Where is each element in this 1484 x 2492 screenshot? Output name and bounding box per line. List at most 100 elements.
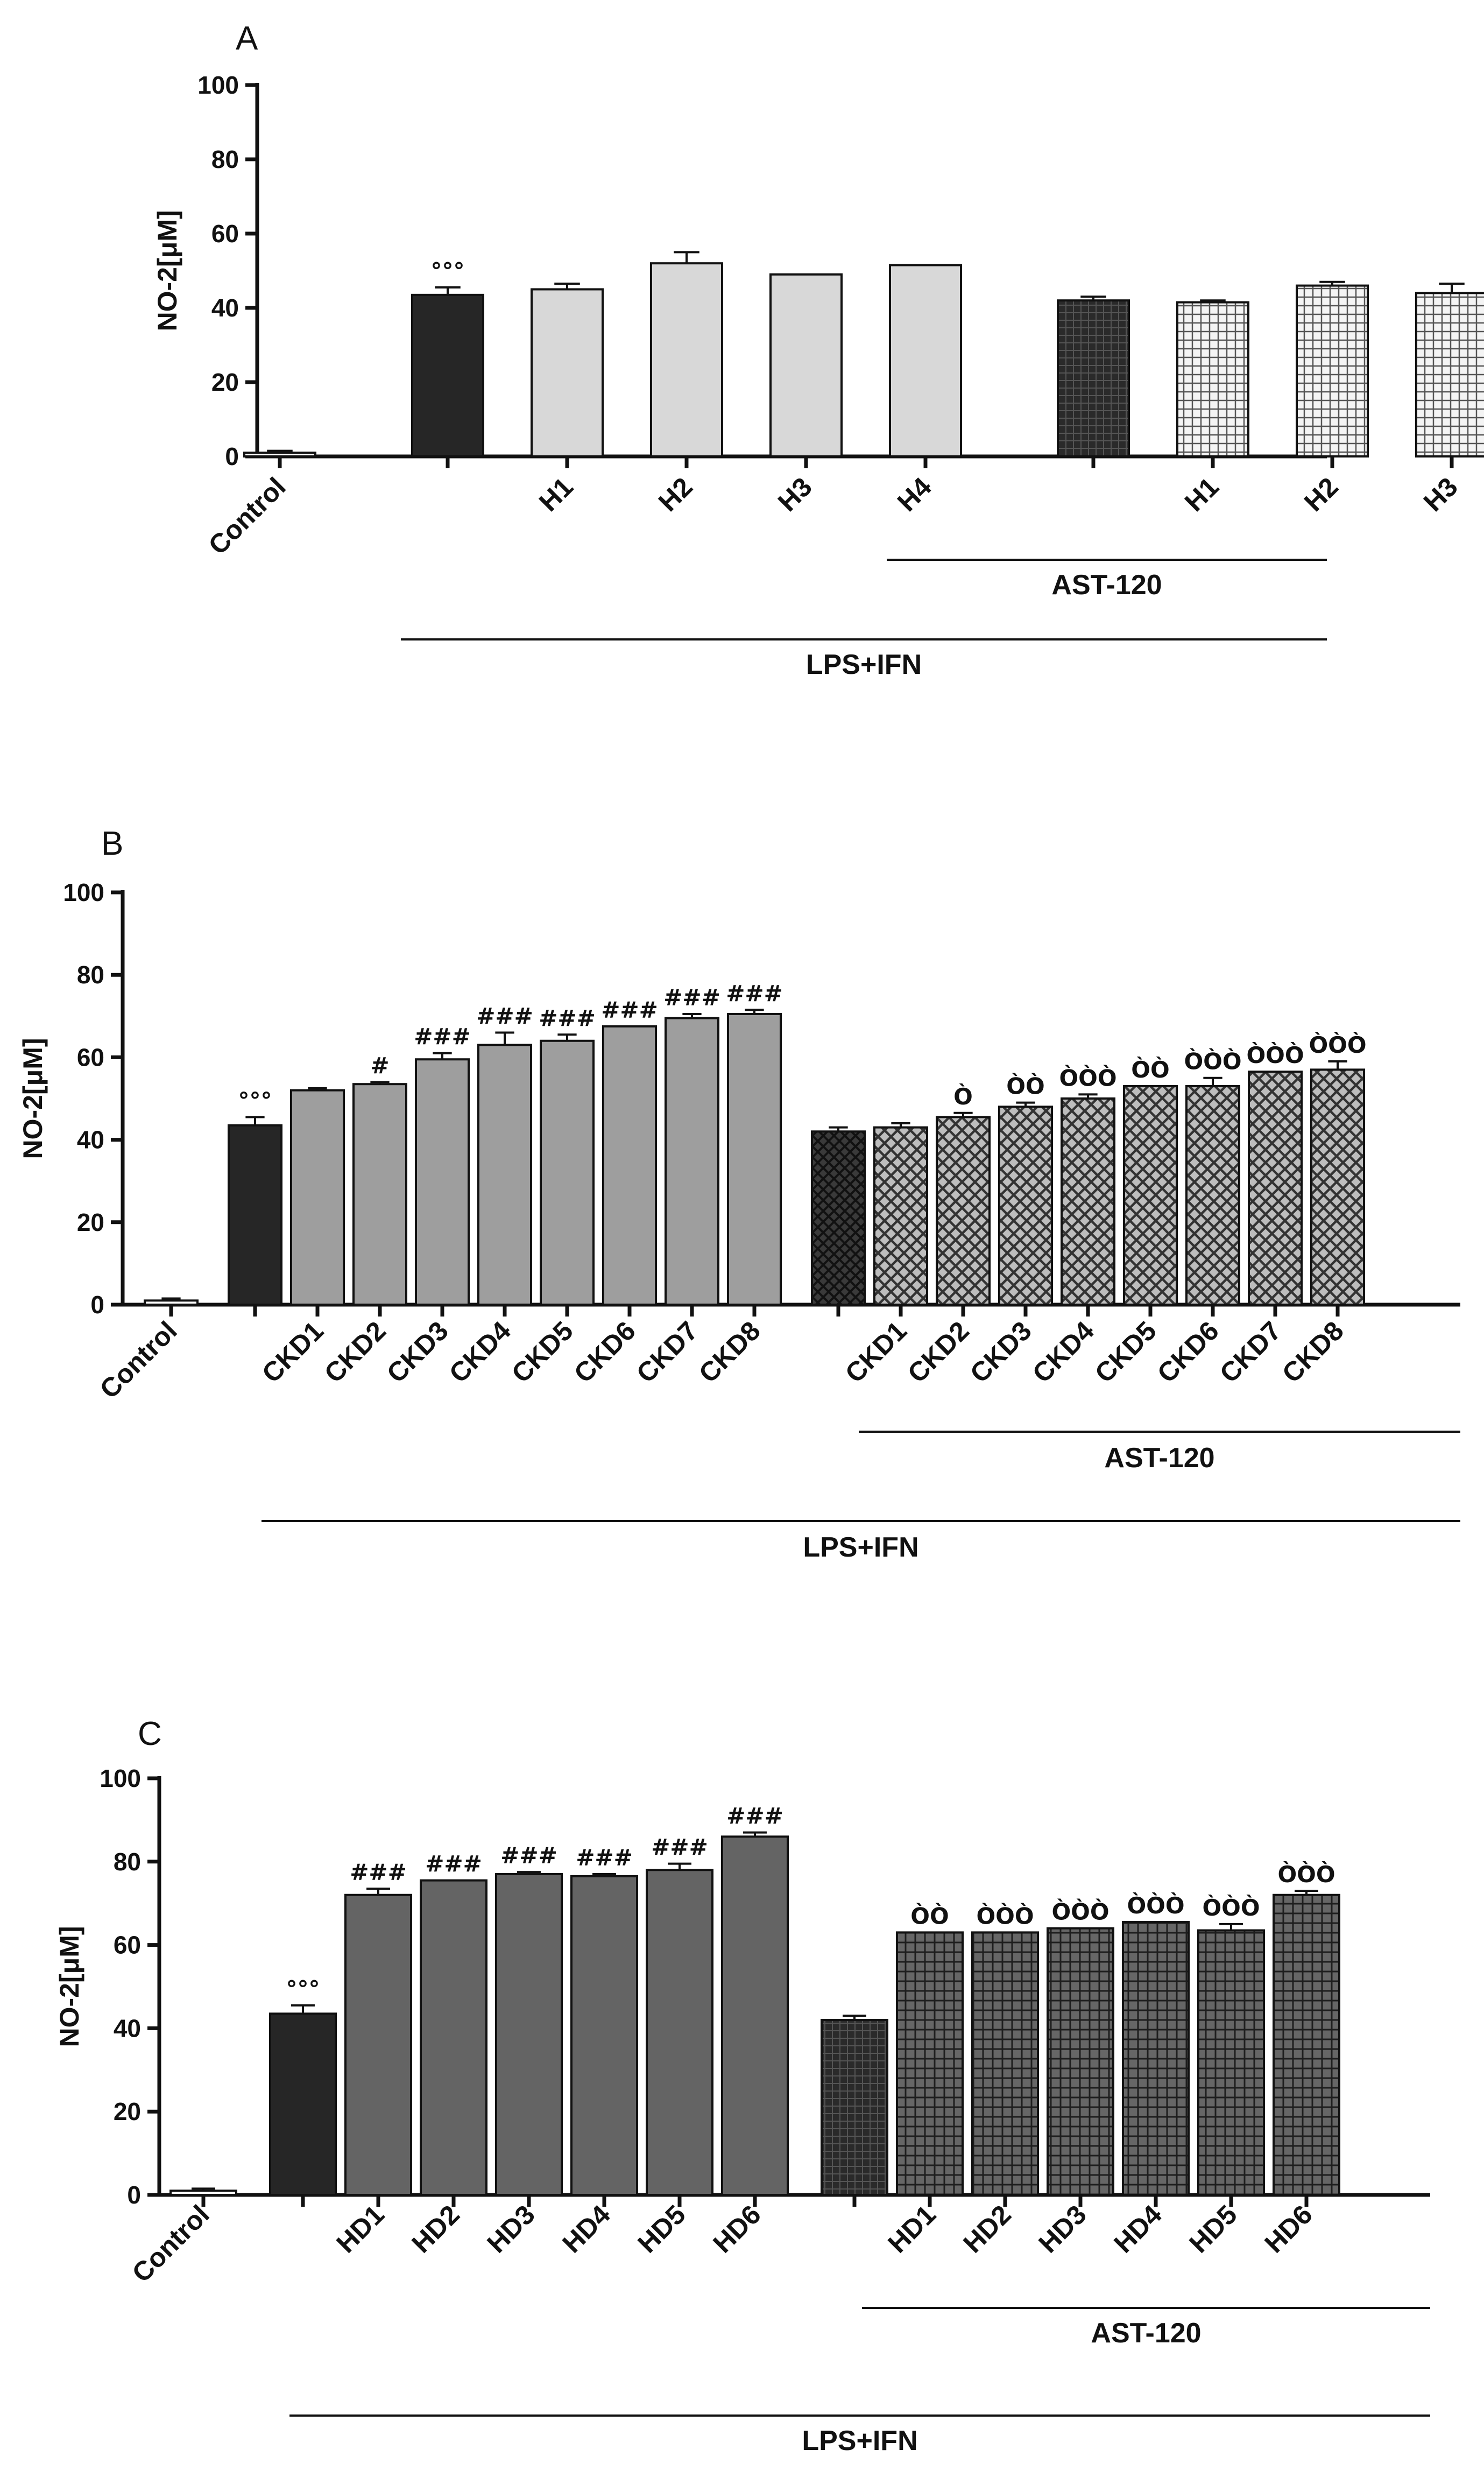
group-label: AST-120 <box>1104 1442 1214 1474</box>
significance-label: # <box>370 1052 389 1079</box>
significance-label: ÒÒÒ <box>1051 1898 1109 1925</box>
error-bar <box>554 283 580 290</box>
error-bar <box>370 1081 390 1085</box>
error-bar <box>1219 1923 1243 1931</box>
error-bar <box>743 1831 767 1837</box>
y-tick-label: 100 <box>100 1764 141 1792</box>
x-tick-label: CKD5 <box>506 1315 579 1389</box>
bar <box>1123 1085 1178 1306</box>
x-tick-label: CKD1 <box>256 1315 329 1389</box>
bar <box>1061 1097 1115 1306</box>
bar <box>1122 1921 1190 2197</box>
error-bar <box>1328 1060 1347 1070</box>
x-tick-label: CKD3 <box>381 1315 454 1389</box>
x-tick-label: HD6 <box>1259 2199 1318 2258</box>
x-tick-label: HD4 <box>1108 2199 1167 2258</box>
error-bar <box>517 1871 541 1875</box>
significance-label: ÒÒÒ <box>1127 1892 1184 1919</box>
error-bar <box>495 1031 514 1045</box>
y-tick-label: 100 <box>63 878 104 906</box>
error-bar <box>308 1087 327 1090</box>
bar <box>352 1083 407 1306</box>
error-bar <box>829 1126 848 1132</box>
x-tick-label: H3 <box>772 471 818 517</box>
significance-label: ### <box>539 1005 596 1031</box>
significance-label: Ò <box>953 1083 973 1110</box>
x-tick-label: H1 <box>533 471 579 517</box>
bar <box>144 1299 199 1306</box>
y-tick-label: 0 <box>127 2181 141 2209</box>
x-tick-label: CKD7 <box>631 1315 704 1389</box>
bar <box>1248 1071 1303 1306</box>
significance-label: ÒÒÒ <box>1309 1031 1366 1058</box>
bar <box>411 293 484 457</box>
bar <box>531 288 604 457</box>
x-tick-label: CKD3 <box>964 1315 1037 1389</box>
bar <box>936 1116 991 1306</box>
x-tick-label: CKD7 <box>1214 1315 1287 1389</box>
y-tick-label: 20 <box>211 368 239 396</box>
error-bar <box>291 2004 315 2014</box>
y-axis-label: NO-2[μM] <box>54 1926 84 2047</box>
group-label: AST-120 <box>1091 2318 1201 2349</box>
significance-label: ### <box>663 984 720 1011</box>
error-bar <box>1080 295 1106 301</box>
error-bar <box>592 1873 616 1876</box>
bar <box>811 1130 866 1306</box>
bar <box>721 1835 789 2197</box>
y-tick-label: 20 <box>77 1208 104 1236</box>
significance-label: ÒÒÒ <box>1202 1894 1260 1921</box>
bar <box>344 1893 412 2196</box>
y-tick-label: 40 <box>211 294 239 322</box>
bar <box>1415 292 1484 458</box>
y-tick-label: 0 <box>225 442 239 470</box>
bar <box>540 1039 595 1306</box>
bar <box>665 1017 719 1306</box>
bar <box>821 2018 888 2196</box>
bar <box>269 2012 337 2197</box>
bar <box>290 1089 345 1306</box>
bar <box>1057 299 1130 457</box>
error-bar <box>366 1888 390 1895</box>
bar <box>1310 1068 1365 1306</box>
error-bar <box>674 251 699 264</box>
bar <box>650 262 723 457</box>
significance-label: ### <box>726 1803 783 1829</box>
significance-label: ### <box>476 1003 533 1029</box>
error-bar <box>267 449 293 453</box>
x-tick-label: H1 <box>1179 471 1225 517</box>
bar <box>1176 301 1249 458</box>
error-bar <box>668 1862 691 1870</box>
error-bar <box>891 1122 910 1128</box>
bar <box>769 273 843 457</box>
error-bar <box>1016 1101 1035 1107</box>
error-bar <box>1295 1889 1318 1895</box>
x-tick-label: Control <box>126 2199 215 2288</box>
bar <box>602 1025 657 1306</box>
y-tick-label: 40 <box>77 1126 104 1154</box>
x-tick-label: H3 <box>1418 471 1464 517</box>
error-bar <box>843 2015 866 2020</box>
error-bar <box>682 1012 702 1018</box>
significance-label: ### <box>651 1834 708 1861</box>
significance-label: ### <box>425 1851 482 1877</box>
panel-letter: A <box>236 20 258 57</box>
significance-label: ### <box>414 1024 471 1050</box>
x-tick-label: CKD2 <box>319 1315 392 1389</box>
bar <box>420 1879 487 2196</box>
bar <box>570 1875 638 2196</box>
x-tick-label: HD2 <box>957 2199 1016 2258</box>
significance-label: ÒÒ <box>1006 1073 1044 1100</box>
y-tick-label: 60 <box>114 1931 141 1959</box>
x-tick-label: HD1 <box>882 2199 941 2258</box>
error-bar <box>745 1009 764 1014</box>
significance-label: °°° <box>238 1087 272 1114</box>
y-tick-label: 60 <box>77 1043 104 1071</box>
bar <box>971 1931 1039 2196</box>
significance-label: ÒÒÒ <box>1059 1064 1116 1091</box>
significance-label: ### <box>601 997 658 1023</box>
group-label: LPS+IFN <box>806 649 922 680</box>
bar <box>243 452 316 457</box>
error-bar <box>953 1111 973 1117</box>
